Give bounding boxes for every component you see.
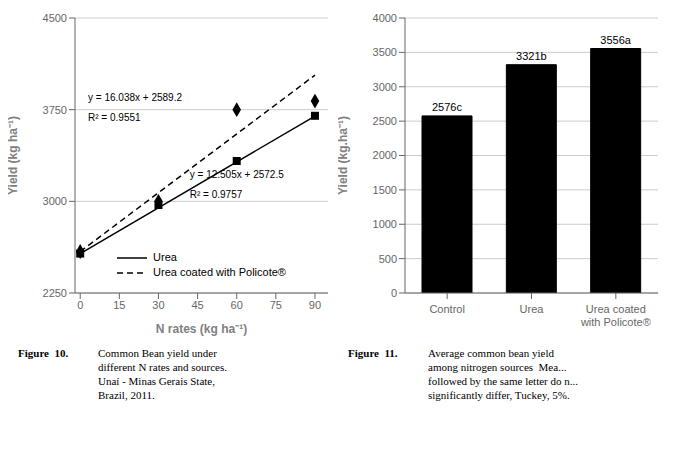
svg-text:N rates (kg ha⁻¹): N rates (kg ha⁻¹)	[156, 322, 247, 336]
html-text:Urea coated with Policote®: Urea coated with Policote®	[153, 266, 286, 278]
svg-text:2000: 2000	[373, 149, 397, 161]
svg-text:2500: 2500	[373, 115, 397, 127]
svg-text:Yield (kg ha⁻¹): Yield (kg ha⁻¹)	[8, 116, 20, 195]
svg-text:y = 16.038x + 2589.2: y = 16.038x + 2589.2	[88, 92, 182, 103]
svg-text:45: 45	[191, 299, 203, 311]
html-text:Average common bean yield amon: Average common bean yield among nitrogen…	[428, 347, 578, 401]
svg-text:4500: 4500	[43, 12, 67, 24]
svg-text:Control: Control	[429, 303, 464, 315]
svg-text:R² = 0.9757: R² = 0.9757	[190, 189, 243, 200]
html-text:Figure 11.: Figure 11.	[348, 347, 398, 359]
svg-text:4000: 4000	[373, 12, 397, 24]
svg-text:75: 75	[270, 299, 282, 311]
svg-text:3000: 3000	[43, 195, 67, 207]
svg-text:30: 30	[152, 299, 164, 311]
svg-text:60: 60	[231, 299, 243, 311]
svg-text:0: 0	[77, 299, 83, 311]
svg-text:3750: 3750	[43, 104, 67, 116]
svg-text:Urea coatedwith Policote®: Urea coatedwith Policote®	[580, 303, 651, 328]
svg-text:Urea: Urea	[520, 303, 545, 315]
svg-text:1500: 1500	[373, 184, 397, 196]
svg-text:3000: 3000	[373, 81, 397, 93]
svg-text:Yield (kg.ha⁻¹): Yield (kg.ha⁻¹)	[338, 116, 350, 195]
svg-text:90: 90	[309, 299, 321, 311]
svg-text:3500: 3500	[373, 46, 397, 58]
svg-text:2250: 2250	[43, 287, 67, 299]
svg-text:1000: 1000	[373, 218, 397, 230]
svg-text:y = 12.505x + 2572.5: y = 12.505x + 2572.5	[190, 169, 284, 180]
svg-text:15: 15	[113, 299, 125, 311]
svg-text:2576c: 2576c	[432, 101, 462, 113]
svg-text:0: 0	[391, 287, 397, 299]
html-text:Figure 10.: Figure 10.	[18, 347, 69, 359]
html-text:Urea: Urea	[153, 251, 177, 263]
svg-text:3556a: 3556a	[600, 34, 631, 46]
svg-text:R² = 0.9551: R² = 0.9551	[88, 112, 141, 123]
html-text:Common Bean yield under differ: Common Bean yield under different N rate…	[98, 347, 227, 401]
svg-text:500: 500	[379, 253, 397, 265]
svg-text:3321b: 3321b	[516, 50, 547, 62]
